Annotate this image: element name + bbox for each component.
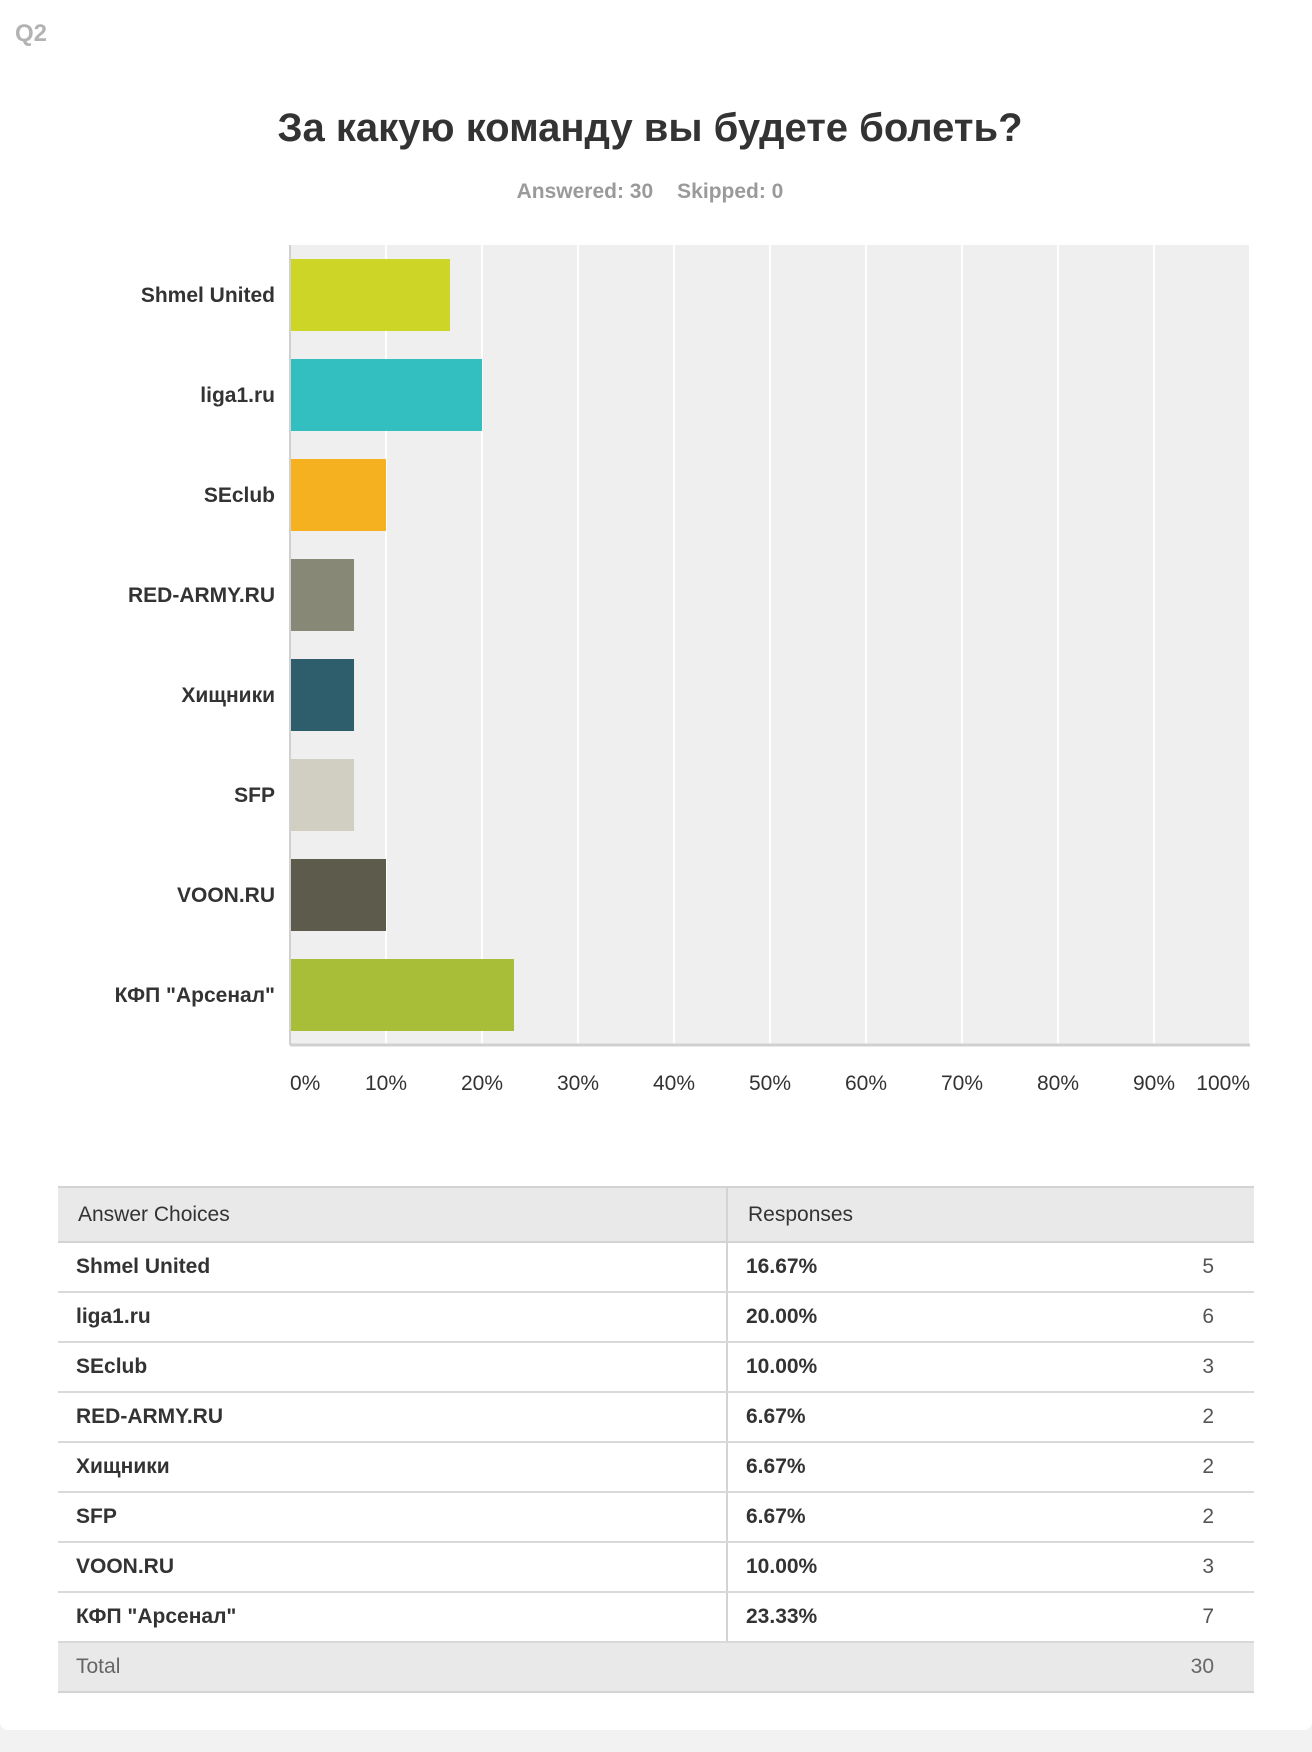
table-row: SFP 6.67% 2: [58, 1492, 1254, 1543]
table-row: Хищники 6.67% 2: [58, 1442, 1254, 1493]
table-header-row: Answer Choices Responses: [58, 1186, 1254, 1243]
header-answer-choices: Answer Choices: [58, 1186, 728, 1243]
responses-table: Answer Choices Responses Shmel United 16.…: [58, 1186, 1254, 1693]
choice-cell: Хищники: [58, 1442, 728, 1493]
answered-count: Answered: 30: [516, 180, 654, 203]
bar-4: [290, 559, 355, 631]
category-label: SFP: [234, 784, 275, 807]
bar-6: [290, 759, 355, 831]
x-tick-label: 70%: [941, 1072, 983, 1095]
percent-cell: 6.67%: [727, 1492, 1005, 1543]
count-cell: 2: [1004, 1442, 1254, 1493]
percent-cell: 6.67%: [727, 1392, 1005, 1443]
choice-cell: КФП "Арсенал": [58, 1592, 728, 1643]
x-tick-label: 10%: [365, 1072, 407, 1095]
header-responses: Responses: [727, 1186, 1254, 1243]
count-cell: 3: [1004, 1542, 1254, 1593]
percent-cell: 10.00%: [727, 1542, 1005, 1593]
count-cell: 7: [1004, 1592, 1254, 1643]
bar-2: [290, 359, 482, 431]
count-cell: 2: [1004, 1492, 1254, 1543]
x-tick-label: 100%: [1196, 1072, 1250, 1095]
table-row: SEclub 10.00% 3: [58, 1342, 1254, 1393]
table-row: Shmel United 16.67% 5: [58, 1242, 1254, 1293]
choice-cell: Shmel United: [58, 1242, 728, 1293]
x-tick-label: 60%: [845, 1072, 887, 1095]
category-label: SEclub: [204, 484, 275, 507]
choice-cell: SEclub: [58, 1342, 728, 1393]
choice-cell: SFP: [58, 1492, 728, 1543]
total-row: Total 30: [58, 1642, 1254, 1693]
table-row: VOON.RU 10.00% 3: [58, 1542, 1254, 1593]
count-cell: 2: [1004, 1392, 1254, 1443]
total-label: Total: [58, 1642, 1005, 1693]
bar-8: [290, 959, 514, 1031]
table-row: liga1.ru 20.00% 6: [58, 1292, 1254, 1343]
x-tick-label: 50%: [749, 1072, 791, 1095]
count-cell: 5: [1004, 1242, 1254, 1293]
percent-cell: 23.33%: [727, 1592, 1005, 1643]
percent-cell: 16.67%: [727, 1242, 1005, 1293]
count-cell: 6: [1004, 1292, 1254, 1343]
category-label: VOON.RU: [177, 884, 275, 907]
percent-cell: 20.00%: [727, 1292, 1005, 1343]
question-title: За какую команду вы будете болеть?: [277, 106, 1023, 150]
x-tick-label: 30%: [557, 1072, 599, 1095]
x-tick-label: 40%: [653, 1072, 695, 1095]
category-label: Хищники: [181, 684, 275, 707]
choice-cell: VOON.RU: [58, 1542, 728, 1593]
x-tick-label: 0%: [290, 1072, 320, 1095]
percent-cell: 10.00%: [727, 1342, 1005, 1393]
total-value: 30: [1004, 1642, 1254, 1693]
skipped-count: Skipped: 0: [677, 180, 784, 203]
x-tick-label: 90%: [1133, 1072, 1175, 1095]
bar-7: [290, 859, 386, 931]
bar-3: [290, 459, 386, 531]
percent-cell: 6.67%: [727, 1442, 1005, 1493]
category-label: RED-ARMY.RU: [128, 584, 275, 607]
category-label: liga1.ru: [200, 384, 275, 407]
x-tick-label: 20%: [461, 1072, 503, 1095]
category-label: КФП "Арсенал": [115, 984, 275, 1007]
table-row: RED-ARMY.RU 6.67% 2: [58, 1392, 1254, 1443]
bar-chart: Shmel United liga1.ru SEclub RED-ARMY.RU Хищ…: [115, 245, 1251, 1095]
category-label: Shmel United: [141, 284, 275, 307]
bar-5: [290, 659, 355, 731]
table-row: КФП "Арсенал" 23.33% 7: [58, 1592, 1254, 1643]
question-number: Q2: [15, 20, 48, 47]
choice-cell: RED-ARMY.RU: [58, 1392, 728, 1443]
response-stats: Answered: 30 Skipped: 0: [0, 180, 1300, 204]
choice-cell: liga1.ru: [58, 1292, 728, 1343]
count-cell: 3: [1004, 1342, 1254, 1393]
x-tick-label: 80%: [1037, 1072, 1079, 1095]
bar-1: [290, 259, 451, 331]
